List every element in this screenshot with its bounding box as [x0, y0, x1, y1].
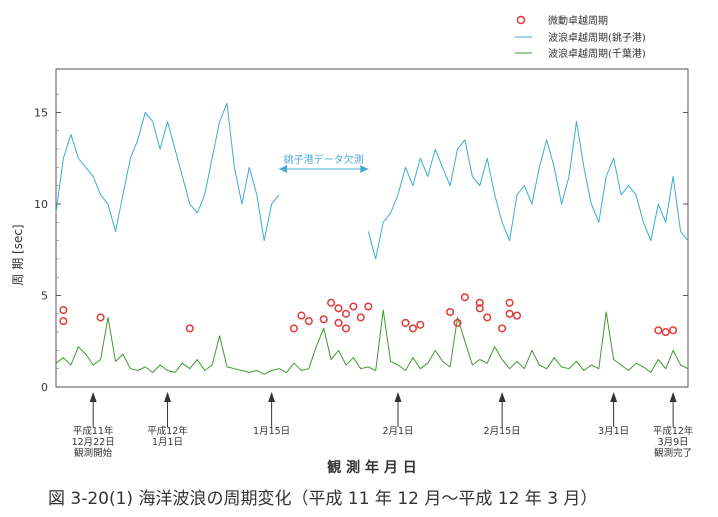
x-marker-label-2-0: 1月15日	[253, 426, 290, 437]
series-layer	[55, 102, 689, 375]
tremor-point-0	[59, 306, 68, 315]
tremor-point-1	[59, 317, 68, 326]
tremor-point-25	[498, 324, 507, 333]
gap-arrow-head-left	[279, 165, 288, 173]
x-marker-arrow-3	[394, 392, 402, 402]
x-marker-label-5-0: 3月1日	[598, 426, 629, 437]
x-marker-label-6-2: 観測完了	[654, 447, 692, 459]
tremor-point-24	[483, 313, 492, 322]
tremor-point-4	[289, 324, 298, 333]
plot-frame	[55, 68, 689, 388]
x-marker-label-0-1: 12月22日	[72, 437, 115, 448]
tremor-point-11	[341, 309, 351, 318]
tremor-point-30	[661, 328, 670, 337]
y-tick-label-2: 10	[34, 198, 48, 211]
tremor-point-2	[96, 313, 105, 322]
x-marker-label-1-0: 平成12年	[147, 425, 188, 437]
tremor-point-7	[319, 315, 328, 324]
tremor-point-21	[460, 293, 469, 302]
tremor-point-28	[512, 311, 522, 320]
tremor-point-29	[654, 326, 663, 335]
legend-label-0: 微動卓越周期	[548, 14, 608, 27]
x-marker-label-0-2: 観測開始	[74, 447, 113, 459]
figure-caption: 図 3-20(1) 海洋波浪の周期変化（平成 11 年 12 月～平成 12 年…	[48, 489, 598, 509]
tremor-point-14	[356, 313, 365, 322]
x-marker-label-3-0: 2月1日	[382, 426, 413, 437]
tremor-point-27	[505, 309, 514, 318]
tremor-point-9	[334, 304, 343, 313]
y-axis: 0 5 10 15	[34, 93, 688, 394]
y-tick-label-3: 15	[34, 106, 48, 119]
choshi-line-1	[367, 121, 689, 260]
x-marker-arrow-2	[268, 392, 276, 402]
tremor-point-19	[446, 307, 455, 317]
tremor-point-23	[475, 304, 484, 313]
x-marker-label-0-0: 平成11年	[73, 425, 114, 437]
x-marker-arrow-1	[164, 392, 172, 402]
tremor-point-20	[453, 318, 462, 327]
x-marker-arrow-5	[610, 392, 618, 402]
tremor-point-15	[364, 302, 373, 311]
tremor-point-10	[334, 318, 343, 327]
tremor-point-13	[349, 302, 358, 311]
legend-label-1: 波浪卓越周期(銚子港)	[548, 31, 646, 44]
tremor-point-8	[327, 298, 336, 307]
x-marker-arrow-0	[89, 392, 97, 402]
x-axis-label: 観 測 年 月 日	[327, 459, 417, 476]
gap-annotation: 銚子港データ欠測	[279, 153, 369, 173]
tremor-point-26	[505, 298, 514, 307]
x-marker-arrow-6	[669, 392, 677, 402]
y-tick-label-0: 0	[41, 381, 48, 394]
tremor-point-6	[304, 317, 313, 326]
tremor-point-17	[408, 324, 417, 333]
legend-marker-red	[516, 15, 526, 25]
x-marker-label-4-0: 2月15日	[484, 426, 521, 437]
tremor-point-18	[416, 320, 425, 329]
x-marker-label-6-1: 3月9日	[658, 437, 689, 448]
legend-label-2: 波浪卓越周期(千葉港)	[548, 47, 646, 60]
tremor-point-16	[401, 318, 410, 327]
tremor-point-3	[185, 324, 194, 333]
x-marker-arrow-4	[498, 392, 506, 402]
legend: 微動卓越周期 波浪卓越周期(銚子港) 波浪卓越周期(千葉港)	[515, 14, 646, 60]
y-axis-label: 周 期 [sec]	[11, 224, 25, 285]
y-tick-label-1: 5	[41, 289, 48, 302]
chiba-line-0	[55, 309, 689, 375]
x-marker-label-6-0: 平成12年	[653, 425, 694, 437]
tremor-point-12	[341, 324, 351, 333]
gap-label: 銚子港データ欠測	[284, 153, 364, 166]
choshi-line-0	[55, 102, 280, 242]
tremor-point-22	[475, 298, 484, 307]
x-marker-label-1-1: 1月1日	[152, 437, 183, 448]
tremor-point-5	[297, 311, 306, 320]
gap-arrow-head-right	[360, 165, 369, 173]
tremor-point-31	[669, 326, 678, 335]
